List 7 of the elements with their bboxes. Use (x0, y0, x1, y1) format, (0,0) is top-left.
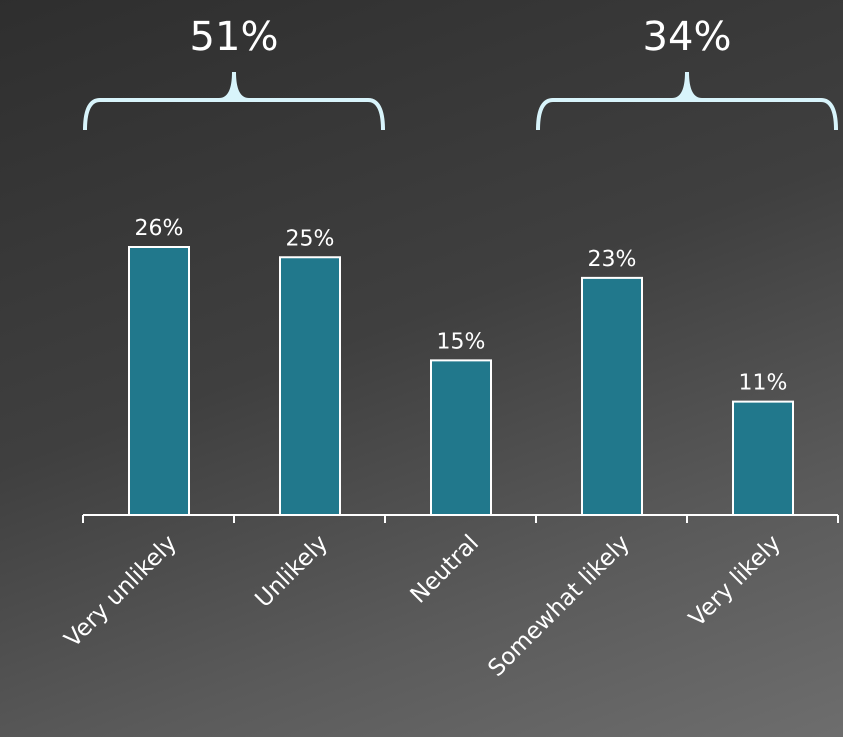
text: 34% (642, 14, 732, 60)
data-label: 26% (134, 216, 184, 241)
data-label: 25% (286, 226, 334, 252)
text: 51% (190, 14, 278, 60)
data-label: 11% (738, 370, 788, 396)
data-label: 15% (436, 329, 486, 354)
data-label: 23% (588, 246, 636, 272)
